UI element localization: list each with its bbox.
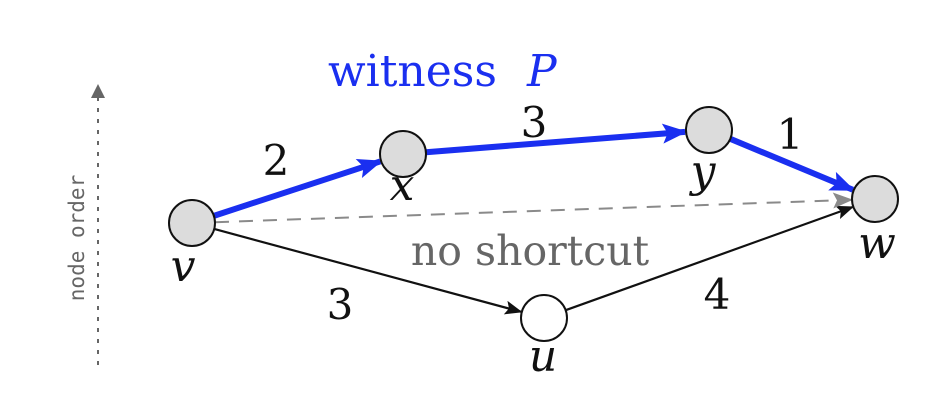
node-labels-layer: v x y w u: [171, 146, 896, 382]
edge-weight-x-y: 3: [521, 98, 548, 147]
node-order-label: node order: [65, 175, 89, 301]
edge-weight-y-w: 1: [777, 110, 804, 159]
edge-weights-layer: 2 3 1 3 4: [263, 98, 804, 329]
edge-x-y: [425, 123, 688, 156]
node-v: [168, 199, 216, 247]
edge-y-w: [729, 136, 856, 193]
edges-layer: [212, 123, 856, 315]
node-label-y: y: [689, 146, 717, 197]
node-w: [851, 175, 899, 223]
no-shortcut-label: no shortcut: [411, 227, 650, 275]
nodes-layer: [168, 106, 899, 342]
node-x: [379, 130, 427, 178]
node-label-x: x: [390, 160, 415, 211]
title-prefix: witness: [328, 46, 497, 97]
edge-weight-v-x: 2: [263, 136, 290, 185]
edge-v-x: [212, 158, 383, 219]
title-symbol: P: [526, 46, 558, 97]
node-label-w: w: [858, 218, 896, 269]
node-y: [685, 106, 733, 154]
node-label-u: u: [529, 331, 557, 382]
node-u: [520, 294, 568, 342]
edge-u-w: [565, 205, 855, 312]
edge-weight-u-w: 4: [704, 270, 731, 319]
edge-v-w: [214, 192, 854, 224]
edge-v-u: [213, 227, 523, 315]
diagram-title: witness P: [328, 46, 558, 97]
node-label-v: v: [171, 241, 196, 292]
edge-weight-v-u: 3: [327, 280, 354, 329]
